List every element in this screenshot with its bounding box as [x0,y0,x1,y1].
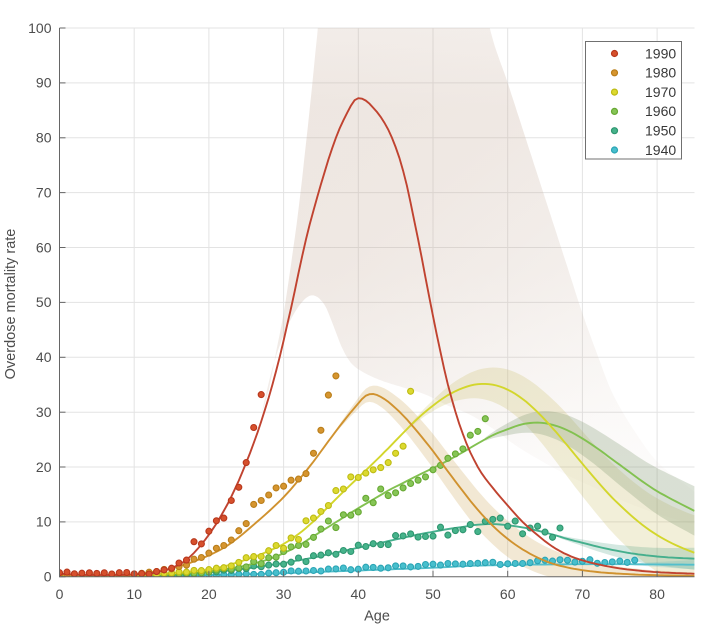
svg-text:70: 70 [36,184,52,200]
svg-text:1960: 1960 [645,103,676,119]
svg-text:20: 20 [36,459,52,475]
svg-text:40: 40 [36,349,52,365]
svg-text:1970: 1970 [645,84,676,100]
svg-text:10: 10 [36,514,52,530]
svg-text:30: 30 [276,586,292,602]
svg-text:0: 0 [56,586,64,602]
svg-text:50: 50 [36,294,52,310]
svg-text:Overdose mortality rate: Overdose mortality rate [3,229,19,380]
svg-text:1990: 1990 [645,45,676,61]
svg-text:Age: Age [364,609,390,625]
svg-text:10: 10 [126,586,142,602]
svg-text:80: 80 [649,586,665,602]
svg-text:1950: 1950 [645,123,676,139]
svg-text:1980: 1980 [645,65,676,81]
svg-text:60: 60 [500,586,516,602]
svg-text:100: 100 [28,20,52,36]
svg-text:90: 90 [36,75,52,91]
svg-text:80: 80 [36,130,52,146]
svg-text:1940: 1940 [645,142,676,158]
svg-text:20: 20 [201,586,217,602]
svg-text:70: 70 [575,586,591,602]
svg-text:60: 60 [36,239,52,255]
svg-text:50: 50 [425,586,441,602]
svg-text:40: 40 [351,586,367,602]
svg-text:0: 0 [44,569,52,585]
svg-text:30: 30 [36,404,52,420]
